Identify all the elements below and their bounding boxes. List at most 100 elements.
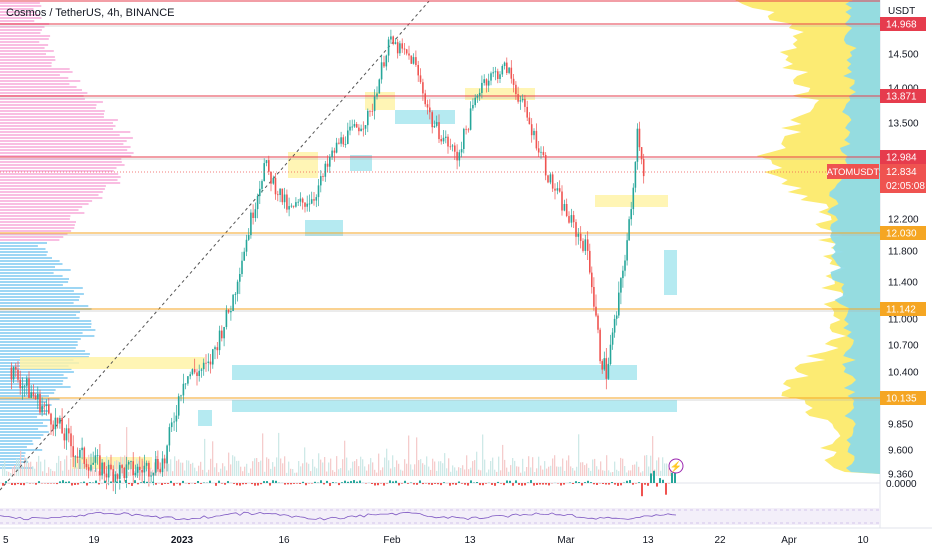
candle-body — [257, 196, 259, 209]
candle-body — [589, 251, 591, 273]
vp-left-bar — [0, 416, 37, 418]
oscillator-bar — [374, 483, 376, 486]
candle-body — [465, 129, 467, 130]
oscillator-bar — [533, 483, 535, 486]
candle-body — [381, 62, 383, 79]
oscillator-bar — [608, 483, 610, 485]
candle-body — [618, 293, 620, 316]
candle-body — [39, 394, 41, 413]
oscillator-bar — [143, 481, 145, 483]
volume-bar — [606, 455, 607, 476]
volume-bar — [20, 451, 21, 476]
candle-body — [637, 129, 639, 162]
x-tick-label: Feb — [383, 535, 401, 546]
oscillator-bar — [236, 483, 238, 485]
candle-body — [533, 131, 535, 135]
volume-bar — [170, 459, 171, 476]
oscillator-bar — [194, 483, 196, 484]
candle-body — [130, 461, 132, 462]
oscillator-bar — [218, 481, 220, 483]
volume-bar — [50, 469, 51, 476]
oscillator-bar — [86, 483, 88, 486]
vp-left-bar — [0, 230, 71, 232]
y-tick-label: 10.700 — [888, 341, 919, 352]
candle-body — [587, 239, 589, 251]
volume-bar — [316, 468, 317, 476]
vp-left-bar — [0, 116, 104, 118]
candle-body — [604, 358, 606, 369]
candle-body — [139, 467, 141, 470]
candle-body — [70, 433, 72, 446]
vp-left-bar — [0, 26, 45, 28]
oscillator-bar — [80, 483, 82, 484]
vp-left-bar — [0, 248, 46, 250]
volume-bar — [494, 470, 495, 476]
oscillator-bar — [20, 483, 22, 485]
current-price-value: 12.834 — [886, 167, 917, 178]
candle-body — [277, 194, 279, 195]
volume-bar — [248, 473, 249, 476]
candle-body — [268, 160, 270, 172]
vp-left-bar — [0, 104, 97, 106]
vp-left-bar — [0, 431, 49, 433]
volume-bar — [572, 468, 573, 476]
oscillator-bar — [245, 483, 247, 484]
vp-left-bar — [0, 197, 102, 199]
candle-body — [286, 195, 288, 210]
volume-bar — [204, 439, 205, 476]
candle-body — [628, 219, 630, 240]
volume-bar — [660, 471, 661, 476]
oscillator-bar — [128, 483, 130, 484]
candle-body — [499, 74, 501, 79]
candle-body — [219, 331, 221, 351]
candle-body — [490, 73, 492, 80]
volume-bar — [62, 471, 63, 476]
candle-body — [334, 151, 336, 153]
candle-body — [470, 108, 472, 129]
volume-bar — [598, 470, 599, 477]
volume-bar — [552, 459, 553, 477]
vp-left-bar — [0, 284, 63, 286]
candle-body — [454, 146, 456, 152]
y-tick-label: 9.600 — [888, 446, 913, 457]
oscillator-bar — [458, 482, 460, 484]
volume-bar — [360, 457, 361, 476]
vp-left-bar — [0, 212, 84, 214]
candle-body — [128, 462, 130, 465]
volume-bar — [446, 468, 447, 476]
oscillator-bar — [653, 471, 655, 483]
volume-bar — [408, 436, 409, 477]
volume-bar — [454, 467, 455, 476]
oscillator-bar — [14, 483, 16, 485]
candle-body — [606, 358, 608, 379]
candle-body — [477, 96, 479, 98]
vp-left-bar — [0, 119, 118, 121]
candle-body — [235, 294, 237, 295]
vp-left-bar — [0, 131, 130, 133]
oscillator-bar — [536, 483, 538, 485]
candle-body — [295, 202, 297, 207]
vp-left-bar — [0, 128, 113, 130]
vp-left-bar — [0, 353, 90, 355]
volume-bar — [216, 463, 217, 476]
oscillator-bar — [650, 473, 652, 483]
oscillator-bar — [581, 483, 583, 486]
vp-left-bar — [0, 59, 55, 61]
candle-body — [266, 160, 268, 163]
volume-bar — [300, 466, 301, 476]
oscillator-bar — [260, 483, 262, 484]
oscillator-bar — [95, 481, 97, 483]
vp-left-bar — [0, 236, 63, 238]
oscillator-bar — [617, 483, 619, 486]
vp-left-bar — [0, 374, 64, 376]
volume-bar — [294, 473, 295, 476]
vp-left-bar — [0, 314, 76, 316]
volume-bar — [266, 457, 267, 476]
candle-body — [180, 395, 182, 396]
candle-body — [643, 159, 645, 176]
volume-bar — [476, 452, 477, 476]
oscillator-bar — [242, 483, 244, 484]
candle-body — [124, 468, 126, 478]
